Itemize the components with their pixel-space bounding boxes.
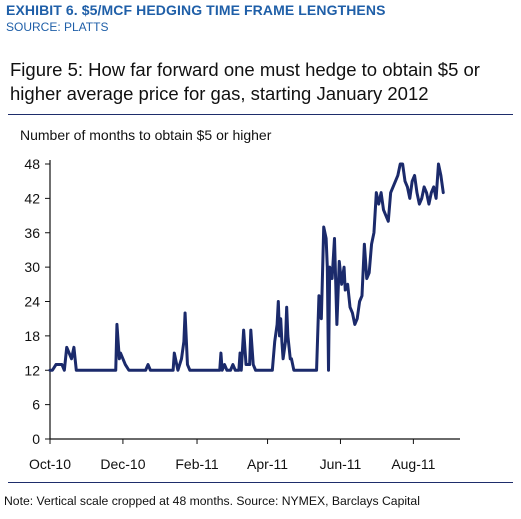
y-tick-label: 36 xyxy=(24,225,40,241)
y-tick-label: 18 xyxy=(24,328,40,344)
chart-note: Note: Vertical scale cropped at 48 month… xyxy=(4,494,420,508)
bottom-divider xyxy=(8,482,513,483)
y-axis-label: Number of months to obtain $5 or higher xyxy=(20,127,272,143)
y-tick-label: 42 xyxy=(24,190,40,206)
x-tick-label: Apr-11 xyxy=(247,456,288,472)
y-tick-label: 30 xyxy=(24,259,40,275)
source-label: SOURCE: PLATTS xyxy=(6,20,109,34)
x-tick-label: Aug-11 xyxy=(391,456,435,472)
y-tick-label: 0 xyxy=(32,431,40,447)
y-tick-label: 6 xyxy=(32,397,40,413)
x-tick-label: Dec-10 xyxy=(100,456,145,472)
figure-title: Figure 5: How far forward one must hedge… xyxy=(10,59,480,104)
series-line-0 xyxy=(48,162,445,372)
axes: 0 6 12 18 24 30 36 42 48 Oct-10 Dec-10 Feb-11 Apr-11… xyxy=(24,156,460,472)
y-tick-label: 12 xyxy=(24,362,40,378)
series-layer xyxy=(48,162,445,372)
exhibit-title: EXHIBIT 6. $5/MCF HEDGING TIME FRAME LEN… xyxy=(6,2,386,18)
y-tick-label: 48 xyxy=(24,156,40,172)
title-divider xyxy=(8,114,513,115)
x-tick-label: Jun-11 xyxy=(320,456,362,472)
x-tick-label: Feb-11 xyxy=(175,456,219,472)
x-tick-label: Oct-10 xyxy=(29,456,71,472)
y-tick-label: 24 xyxy=(24,294,40,310)
